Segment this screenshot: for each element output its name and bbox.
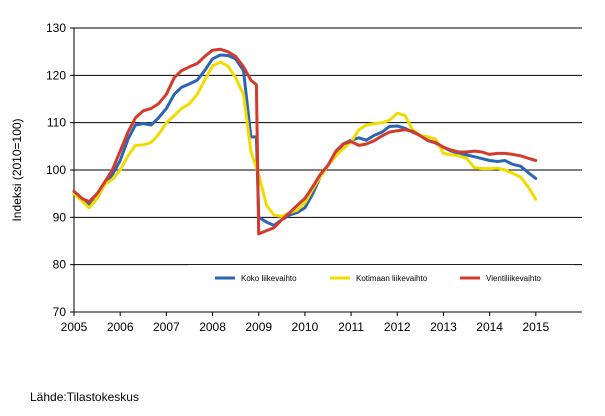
y-tick-label-100: 100	[46, 163, 66, 177]
y-tick-label-70: 70	[53, 305, 67, 319]
x-axis-ticks: 2005 2006 2007 2008 2009 2010 2011 2012 2013 2014…	[61, 312, 549, 334]
gridlines	[74, 27, 582, 266]
legend-box	[188, 265, 574, 291]
x-tick-label-2008: 2008	[199, 320, 226, 334]
legend-label-3: Vientiliikevaihto	[486, 274, 542, 283]
legend: Koko liikevaihto Kotimaan liikevaihto Vien…	[188, 265, 574, 291]
y-tick-label-130: 130	[46, 21, 66, 35]
series-line-2	[72, 60, 538, 218]
x-tick-label-2015: 2015	[522, 320, 549, 334]
x-tick-label-2012: 2012	[384, 320, 411, 334]
legend-label-1: Koko liikevaihto	[241, 274, 297, 283]
x-tick-label-2010: 2010	[292, 320, 319, 334]
y-axis-label: Indeksi (2010=100)	[10, 118, 24, 221]
x-tick-label-2013: 2013	[430, 320, 457, 334]
x-tick-label-2005: 2005	[61, 320, 88, 334]
x-tick-label-2006: 2006	[107, 320, 134, 334]
y-tick-label-90: 90	[53, 210, 67, 224]
legend-label-2: Kotimaan liikevaihto	[356, 274, 428, 283]
y-tick-label-110: 110	[47, 116, 66, 130]
series-lines	[72, 47, 538, 236]
source-note: Lähde:Tilastokeskus	[30, 390, 139, 404]
x-tick-label-2009: 2009	[245, 320, 272, 334]
y-tick-label-120: 120	[46, 68, 66, 82]
x-tick-label-2011: 2011	[338, 320, 364, 334]
y-tick-label-80: 80	[53, 258, 67, 272]
y-axis-ticks: 70 80 90 100 110 120 130	[46, 21, 74, 319]
series-line-3	[72, 47, 538, 236]
x-tick-label-2007: 2007	[153, 320, 180, 334]
x-tick-label-2014: 2014	[476, 320, 503, 334]
